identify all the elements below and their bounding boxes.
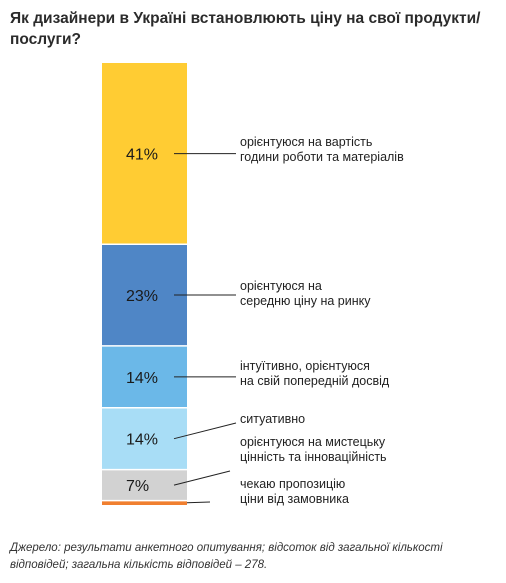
bar-segment-5 <box>102 469 187 501</box>
leader-line <box>173 470 231 486</box>
segment-value-label: 7% <box>126 478 149 495</box>
segment-value-label: 23% <box>126 288 158 305</box>
segment-value-label: 41% <box>126 147 158 164</box>
segment-category-label: орієнтуюся на вартість години роботи та м… <box>240 135 404 164</box>
segment-category-label: орієнтуюся на середню ціну на ринку <box>240 279 371 308</box>
segment-category-label: інтуїтивно, орієнтуюся на свій попередній… <box>240 359 390 388</box>
bar-segment-2 <box>102 244 187 346</box>
bar-segment-1 <box>102 63 187 245</box>
segment-category-label: ситуативно <box>240 412 305 426</box>
bar-segment-3 <box>102 345 187 408</box>
segment-value-label: 14% <box>126 432 158 449</box>
leader-line <box>186 501 211 504</box>
bar-segment-4 <box>102 407 187 470</box>
segment-value-label: 14% <box>126 370 158 387</box>
source-note: Джерело: результати анкетного опитування… <box>10 542 443 571</box>
segment-category-label: чекаю пропозицію ціни від замовника <box>240 477 349 506</box>
segment-category-label: орієнтуюся на мистецьку цінність та іннов… <box>240 435 387 464</box>
bar-segment-6 <box>102 500 187 505</box>
leader-line <box>173 422 237 440</box>
chart-title: Як дизайнери в Україні встановлюють ціну… <box>10 10 481 48</box>
